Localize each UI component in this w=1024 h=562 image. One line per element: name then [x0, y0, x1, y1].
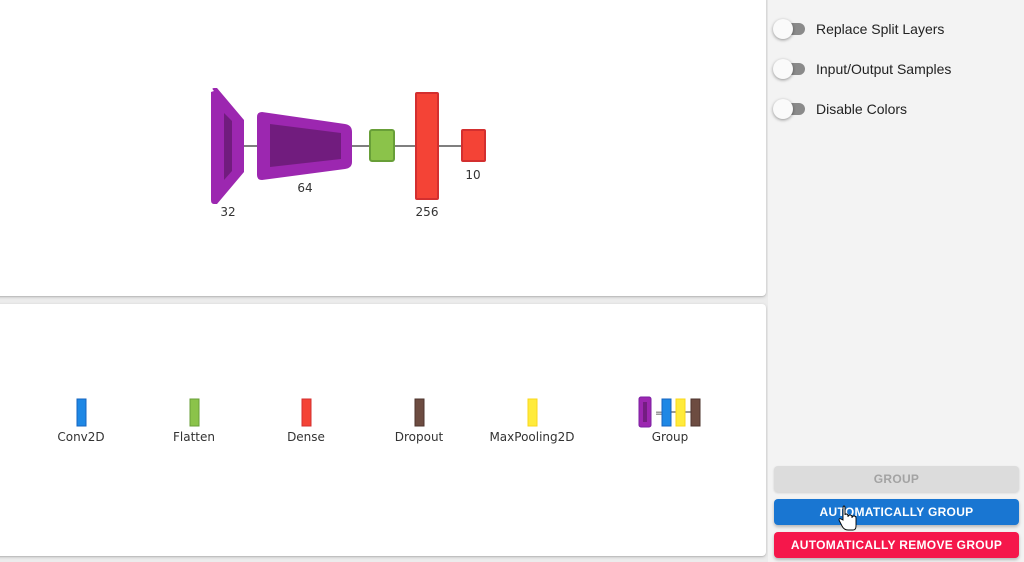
- layer-units-conv2d-1: 32: [220, 205, 235, 219]
- legend-label-maxpooling2d: MaxPooling2D: [489, 430, 574, 444]
- toggle-thumb: [773, 59, 793, 79]
- svg-text:=: =: [655, 408, 663, 419]
- group-button[interactable]: GROUP: [774, 466, 1019, 492]
- toggle-label-input-output-samples: Input/Output Samples: [816, 61, 952, 77]
- legend-label-conv2d: Conv2D: [57, 430, 104, 444]
- toggle-switch[interactable]: [773, 59, 807, 79]
- legend-panel: [0, 304, 766, 556]
- replace-split-layers-toggle[interactable]: Replace Split Layers: [773, 19, 1013, 39]
- toggle-label-replace-split-layers: Replace Split Layers: [816, 21, 945, 37]
- dense-swatch-icon: [301, 398, 312, 427]
- legend-item-conv2d: Conv2D: [57, 398, 105, 444]
- toggle-thumb: [773, 99, 793, 119]
- toggle-thumb: [773, 19, 793, 39]
- legend-item-dense: Dense: [287, 398, 325, 444]
- maxpooling2d-swatch-icon: [527, 398, 538, 427]
- layer-conv2d-1[interactable]: [211, 88, 244, 204]
- conv2d-swatch-icon: [76, 398, 87, 427]
- legend-item-dropout: Dropout: [395, 398, 444, 444]
- group-swatch-icon: =: [638, 396, 701, 428]
- dropout-swatch-icon: [414, 398, 425, 427]
- legend-label-flatten: Flatten: [173, 430, 215, 444]
- flatten-swatch-icon: [189, 398, 200, 427]
- legend-label-group: Group: [652, 430, 689, 444]
- layer-units-dense-2: 10: [465, 168, 480, 182]
- layer-dense-1[interactable]: [415, 92, 439, 200]
- toggle-switch[interactable]: [773, 19, 807, 39]
- layer-flatten[interactable]: [369, 129, 395, 162]
- layer-units-dense-1: 256: [416, 205, 439, 219]
- legend-label-dropout: Dropout: [395, 430, 444, 444]
- layer-units-conv2d-2: 64: [297, 181, 312, 195]
- legend: Conv2D Flatten Dense Dropout MaxPooling2…: [57, 396, 701, 444]
- automatically-group-button[interactable]: AUTOMATICALLY GROUP: [774, 499, 1019, 525]
- toggle-switch[interactable]: [773, 99, 807, 119]
- legend-item-flatten: Flatten: [173, 398, 215, 444]
- layer-dense-2[interactable]: [461, 129, 486, 162]
- network-graph: 32 64 256 10: [211, 88, 486, 219]
- legend-item-group: = Group: [638, 396, 701, 444]
- layer-conv2d-2[interactable]: [257, 112, 352, 180]
- disable-colors-toggle[interactable]: Disable Colors: [773, 99, 1013, 119]
- legend-item-maxpooling2d: MaxPooling2D: [489, 398, 575, 444]
- automatically-remove-group-button[interactable]: AUTOMATICALLY REMOVE GROUP: [774, 532, 1019, 558]
- legend-label-dense: Dense: [287, 430, 325, 444]
- toggle-label-disable-colors: Disable Colors: [816, 101, 908, 117]
- input-output-samples-toggle[interactable]: Input/Output Samples: [773, 59, 1013, 79]
